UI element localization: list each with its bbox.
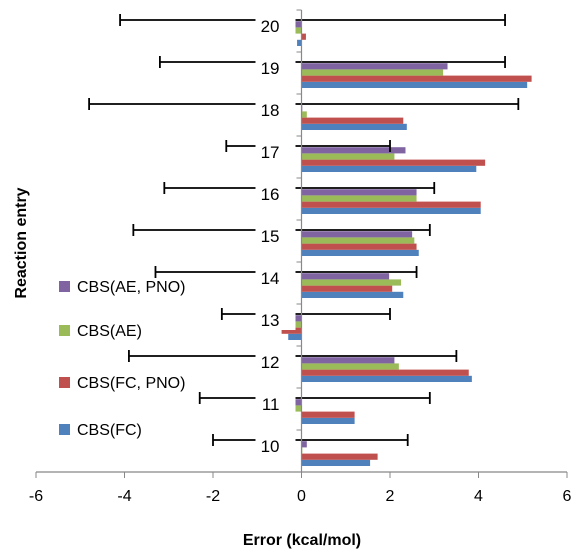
category-label-19: 19 — [261, 59, 280, 78]
legend-item: CBS(AE) — [59, 323, 142, 340]
legend-item: CBS(FC, PNO) — [59, 375, 185, 392]
x-tick-label: -2 — [206, 488, 220, 505]
x-tick-label: 4 — [474, 488, 483, 505]
error-bar-16 — [163, 182, 436, 194]
category-label-16: 16 — [261, 185, 280, 204]
category-label-bg — [255, 18, 296, 36]
category-label-bg — [255, 354, 296, 372]
category-label-bg — [255, 102, 296, 120]
category-label-11: 11 — [262, 395, 280, 414]
category-labels-layer: 10 11 12 13 14 15 16 17 18 19 20 — [255, 17, 296, 456]
error-bars-layer — [88, 14, 520, 446]
bar-12-s2 — [301, 363, 399, 370]
error-bar-18 — [88, 98, 520, 110]
category-label-20: 20 — [261, 17, 280, 36]
category-label-bg — [255, 228, 296, 246]
bar-10-s0 — [301, 459, 371, 466]
bar-15-s0 — [301, 249, 419, 256]
bar-18-s0 — [301, 123, 407, 130]
bar-11-s1 — [301, 411, 355, 418]
legend-item: CBS(AE, PNO) — [59, 279, 185, 296]
bar-19-s3 — [301, 63, 448, 70]
error-bar-20 — [119, 14, 506, 26]
error-bar-10 — [212, 434, 409, 446]
bar-16-s1 — [301, 201, 481, 208]
y-axis-title: Reaction entry — [13, 187, 30, 298]
category-label-bg — [255, 438, 296, 456]
category-label-14: 14 — [261, 269, 280, 288]
legend: CBS(AE, PNO) CBS(AE) CBS(FC, PNO) CBS(FC) — [59, 279, 185, 439]
bar-17-s3 — [301, 147, 406, 154]
bar-10-s1 — [301, 453, 378, 460]
bar-16-s3 — [301, 189, 417, 196]
category-label-18: 18 — [261, 101, 280, 120]
legend-label: CBS(AE, PNO) — [77, 279, 185, 296]
category-label-bg — [255, 396, 296, 414]
x-tick-label: 0 — [297, 488, 306, 505]
bar-13-s1 — [281, 327, 302, 334]
category-label-bg — [255, 312, 296, 330]
bar-13-s2 — [290, 321, 302, 328]
bar-17-s2 — [301, 153, 395, 160]
bar-14-s2 — [301, 279, 402, 286]
axes-layer — [35, 9, 568, 478]
error-bar-13 — [220, 308, 391, 320]
tick-labels-layer: -6 -4 -2 0 2 4 6 — [29, 488, 572, 505]
bar-19-s2 — [301, 69, 444, 76]
bar-17-s0 — [301, 165, 477, 172]
bar-11-s0 — [301, 417, 355, 424]
category-label-bg — [255, 144, 296, 162]
bar-14-s0 — [301, 291, 404, 298]
bar-19-s1 — [301, 75, 532, 82]
bar-19-s0 — [301, 81, 528, 88]
bar-18-s1 — [301, 117, 404, 124]
bar-15-s2 — [301, 237, 415, 244]
bar-13-s0 — [288, 333, 302, 340]
category-label-13: 13 — [261, 311, 280, 330]
x-tick-label: 2 — [386, 488, 395, 505]
x-axis-title: Error (kcal/mol) — [243, 532, 361, 549]
category-label-17: 17 — [261, 143, 280, 162]
bar-12-s3 — [301, 357, 395, 364]
error-bar-19 — [158, 56, 506, 68]
category-label-bg — [255, 60, 296, 78]
legend-swatch — [59, 325, 70, 336]
error-bar-11 — [198, 392, 431, 404]
legend-label: CBS(AE) — [77, 323, 142, 340]
error-bar-17 — [225, 140, 391, 152]
bar-14-s3 — [301, 273, 390, 280]
legend-label: CBS(FC) — [77, 422, 142, 439]
bar-20-s0 — [297, 39, 302, 46]
legend-swatch — [59, 424, 70, 435]
legend-swatch — [59, 281, 70, 292]
category-label-12: 12 — [261, 353, 280, 372]
x-tick-label: 6 — [563, 488, 572, 505]
legend-label: CBS(FC, PNO) — [77, 375, 185, 392]
x-tick-label: -4 — [117, 488, 131, 505]
bar-17-s1 — [301, 159, 486, 166]
legend-swatch — [59, 377, 70, 388]
bar-15-s3 — [301, 231, 413, 238]
x-tick-label: -6 — [29, 488, 43, 505]
category-label-10: 10 — [261, 437, 280, 456]
bar-18-s2 — [301, 111, 307, 118]
category-label-bg — [255, 270, 296, 288]
bar-20-s3 — [292, 21, 302, 28]
category-label-bg — [255, 186, 296, 204]
bar-16-s2 — [301, 195, 417, 202]
bars-layer — [279, 21, 532, 466]
legend-item: CBS(FC) — [59, 422, 142, 439]
bar-15-s1 — [301, 243, 417, 250]
bar-12-s1 — [301, 369, 469, 376]
bar-14-s1 — [301, 285, 393, 292]
bar-20-s1 — [301, 33, 306, 40]
bar-16-s0 — [301, 207, 481, 214]
bar-10-s3 — [301, 441, 307, 448]
bar-12-s0 — [301, 375, 472, 382]
category-label-15: 15 — [261, 227, 280, 246]
